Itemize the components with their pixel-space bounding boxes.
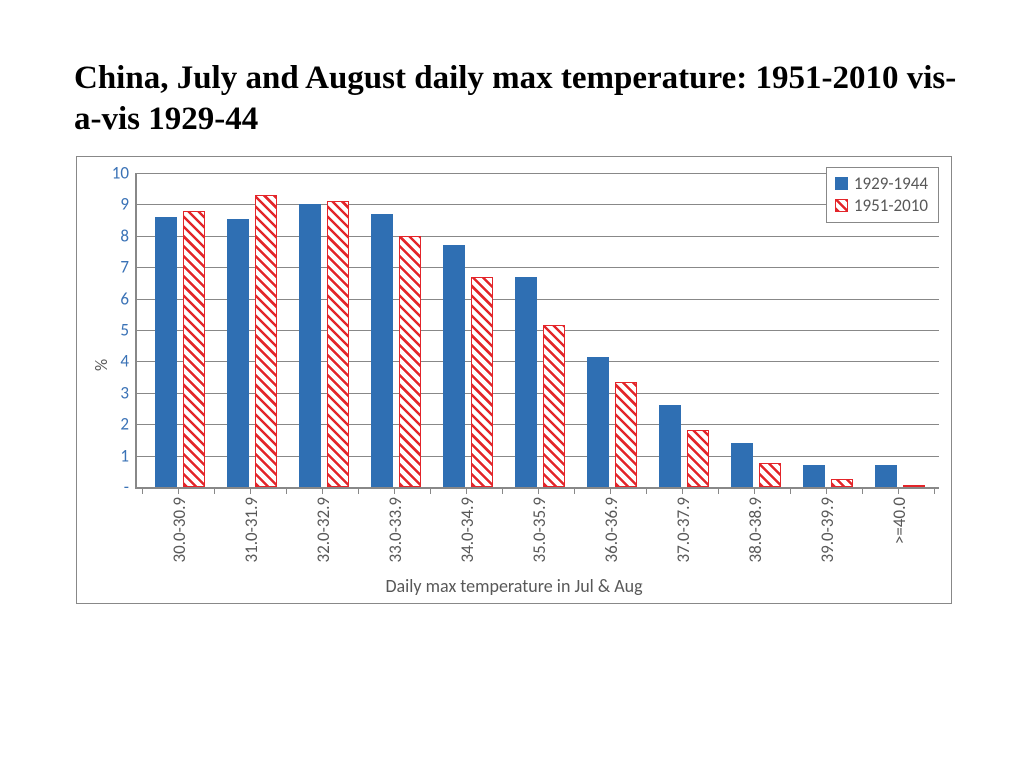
x-tick-edge [358,488,359,494]
page-title: China, July and August daily max tempera… [74,58,974,141]
y-tick-label: 3 [101,382,129,403]
x-tick-label: 38.0-38.9 [745,497,766,563]
y-tick-label: 4 [101,351,129,372]
x-tick-edge [142,488,143,494]
x-tick-edge [646,488,647,494]
x-tick-edge [430,488,431,494]
x-tick [322,488,323,494]
x-tick-label: 37.0-37.9 [673,497,694,563]
bar-series-b [831,479,853,487]
bar-series-a [587,357,609,487]
x-tick-label: 36.0-36.9 [601,497,622,563]
x-tick-edge [502,488,503,494]
x-tick-label: 39.0-39.9 [817,497,838,563]
x-tick-label: 31.0-31.9 [241,497,262,563]
legend: 1929-1944 1951-2010 [826,167,939,223]
bar-series-a [227,219,249,487]
bar-series-a [443,245,465,487]
bar-group [227,173,277,487]
x-tick-label: 34.0-34.9 [457,497,478,563]
x-tick [538,488,539,494]
bar-series-b [759,463,781,487]
bar-series-b [615,382,637,487]
bar-series-b [471,277,493,487]
bar-series-a [875,465,897,487]
x-tick [826,488,827,494]
x-axis-label: Daily max temperature in Jul & Aug [77,575,951,597]
x-tick [754,488,755,494]
y-tick-label: 10 [101,163,129,184]
bar-series-a [299,204,321,487]
bar-series-a [155,217,177,487]
x-tick-label: >=40.0 [889,497,910,544]
bar-series-b [687,430,709,487]
y-tick-label: 7 [101,257,129,278]
y-tick-label: 1 [101,445,129,466]
bar-series-a [731,443,753,487]
x-tick [250,488,251,494]
x-tick-edge [286,488,287,494]
y-tick-label: 6 [101,288,129,309]
y-tick-label: 2 [101,414,129,435]
bar-group [155,173,205,487]
x-tick-edge [934,488,935,494]
bar-group [299,173,349,487]
x-tick-edge [718,488,719,494]
x-tick [610,488,611,494]
y-tick-label: 5 [101,320,129,341]
bar-group [371,173,421,487]
bar-series-a [659,405,681,487]
y-tick-label: - [101,477,129,498]
bar-series-b [327,201,349,487]
x-tick-edge [214,488,215,494]
bar-series-a [803,465,825,487]
legend-label: 1929-1944 [854,173,928,194]
x-tick [898,488,899,494]
chart-frame: % -12345678910 30.0-30.931.0-31.932.0-32… [76,156,952,604]
bar-group [731,173,781,487]
bar-group [443,173,493,487]
legend-label: 1951-2010 [854,195,928,216]
x-tick-edge [862,488,863,494]
bar-series-b [255,195,277,487]
x-tick-label: 30.0-30.9 [169,497,190,563]
y-tick-label: 8 [101,225,129,246]
y-tick-label: 9 [101,194,129,215]
x-tick [178,488,179,494]
x-tick-label: 33.0-33.9 [385,497,406,563]
bar-series-a [371,214,393,487]
legend-swatch-solid [835,177,848,190]
bar-series-b [543,325,565,487]
bar-group [659,173,709,487]
x-tick [466,488,467,494]
legend-entry-series-b: 1951-2010 [835,194,928,216]
x-tick-label: 35.0-35.9 [529,497,550,563]
x-tick [394,488,395,494]
bar-group [587,173,637,487]
bar-group [515,173,565,487]
bar-series-a [515,277,537,487]
legend-swatch-hatch [835,199,848,212]
x-axis-line [135,487,939,489]
x-tick-edge [574,488,575,494]
legend-entry-series-a: 1929-1944 [835,172,928,194]
x-tick-edge [790,488,791,494]
bar-series-b [183,211,205,487]
plot-area [135,173,939,487]
bar-series-b [399,236,421,487]
slide: China, July and August daily max tempera… [0,0,1024,768]
x-tick-label: 32.0-32.9 [313,497,334,563]
x-tick [682,488,683,494]
